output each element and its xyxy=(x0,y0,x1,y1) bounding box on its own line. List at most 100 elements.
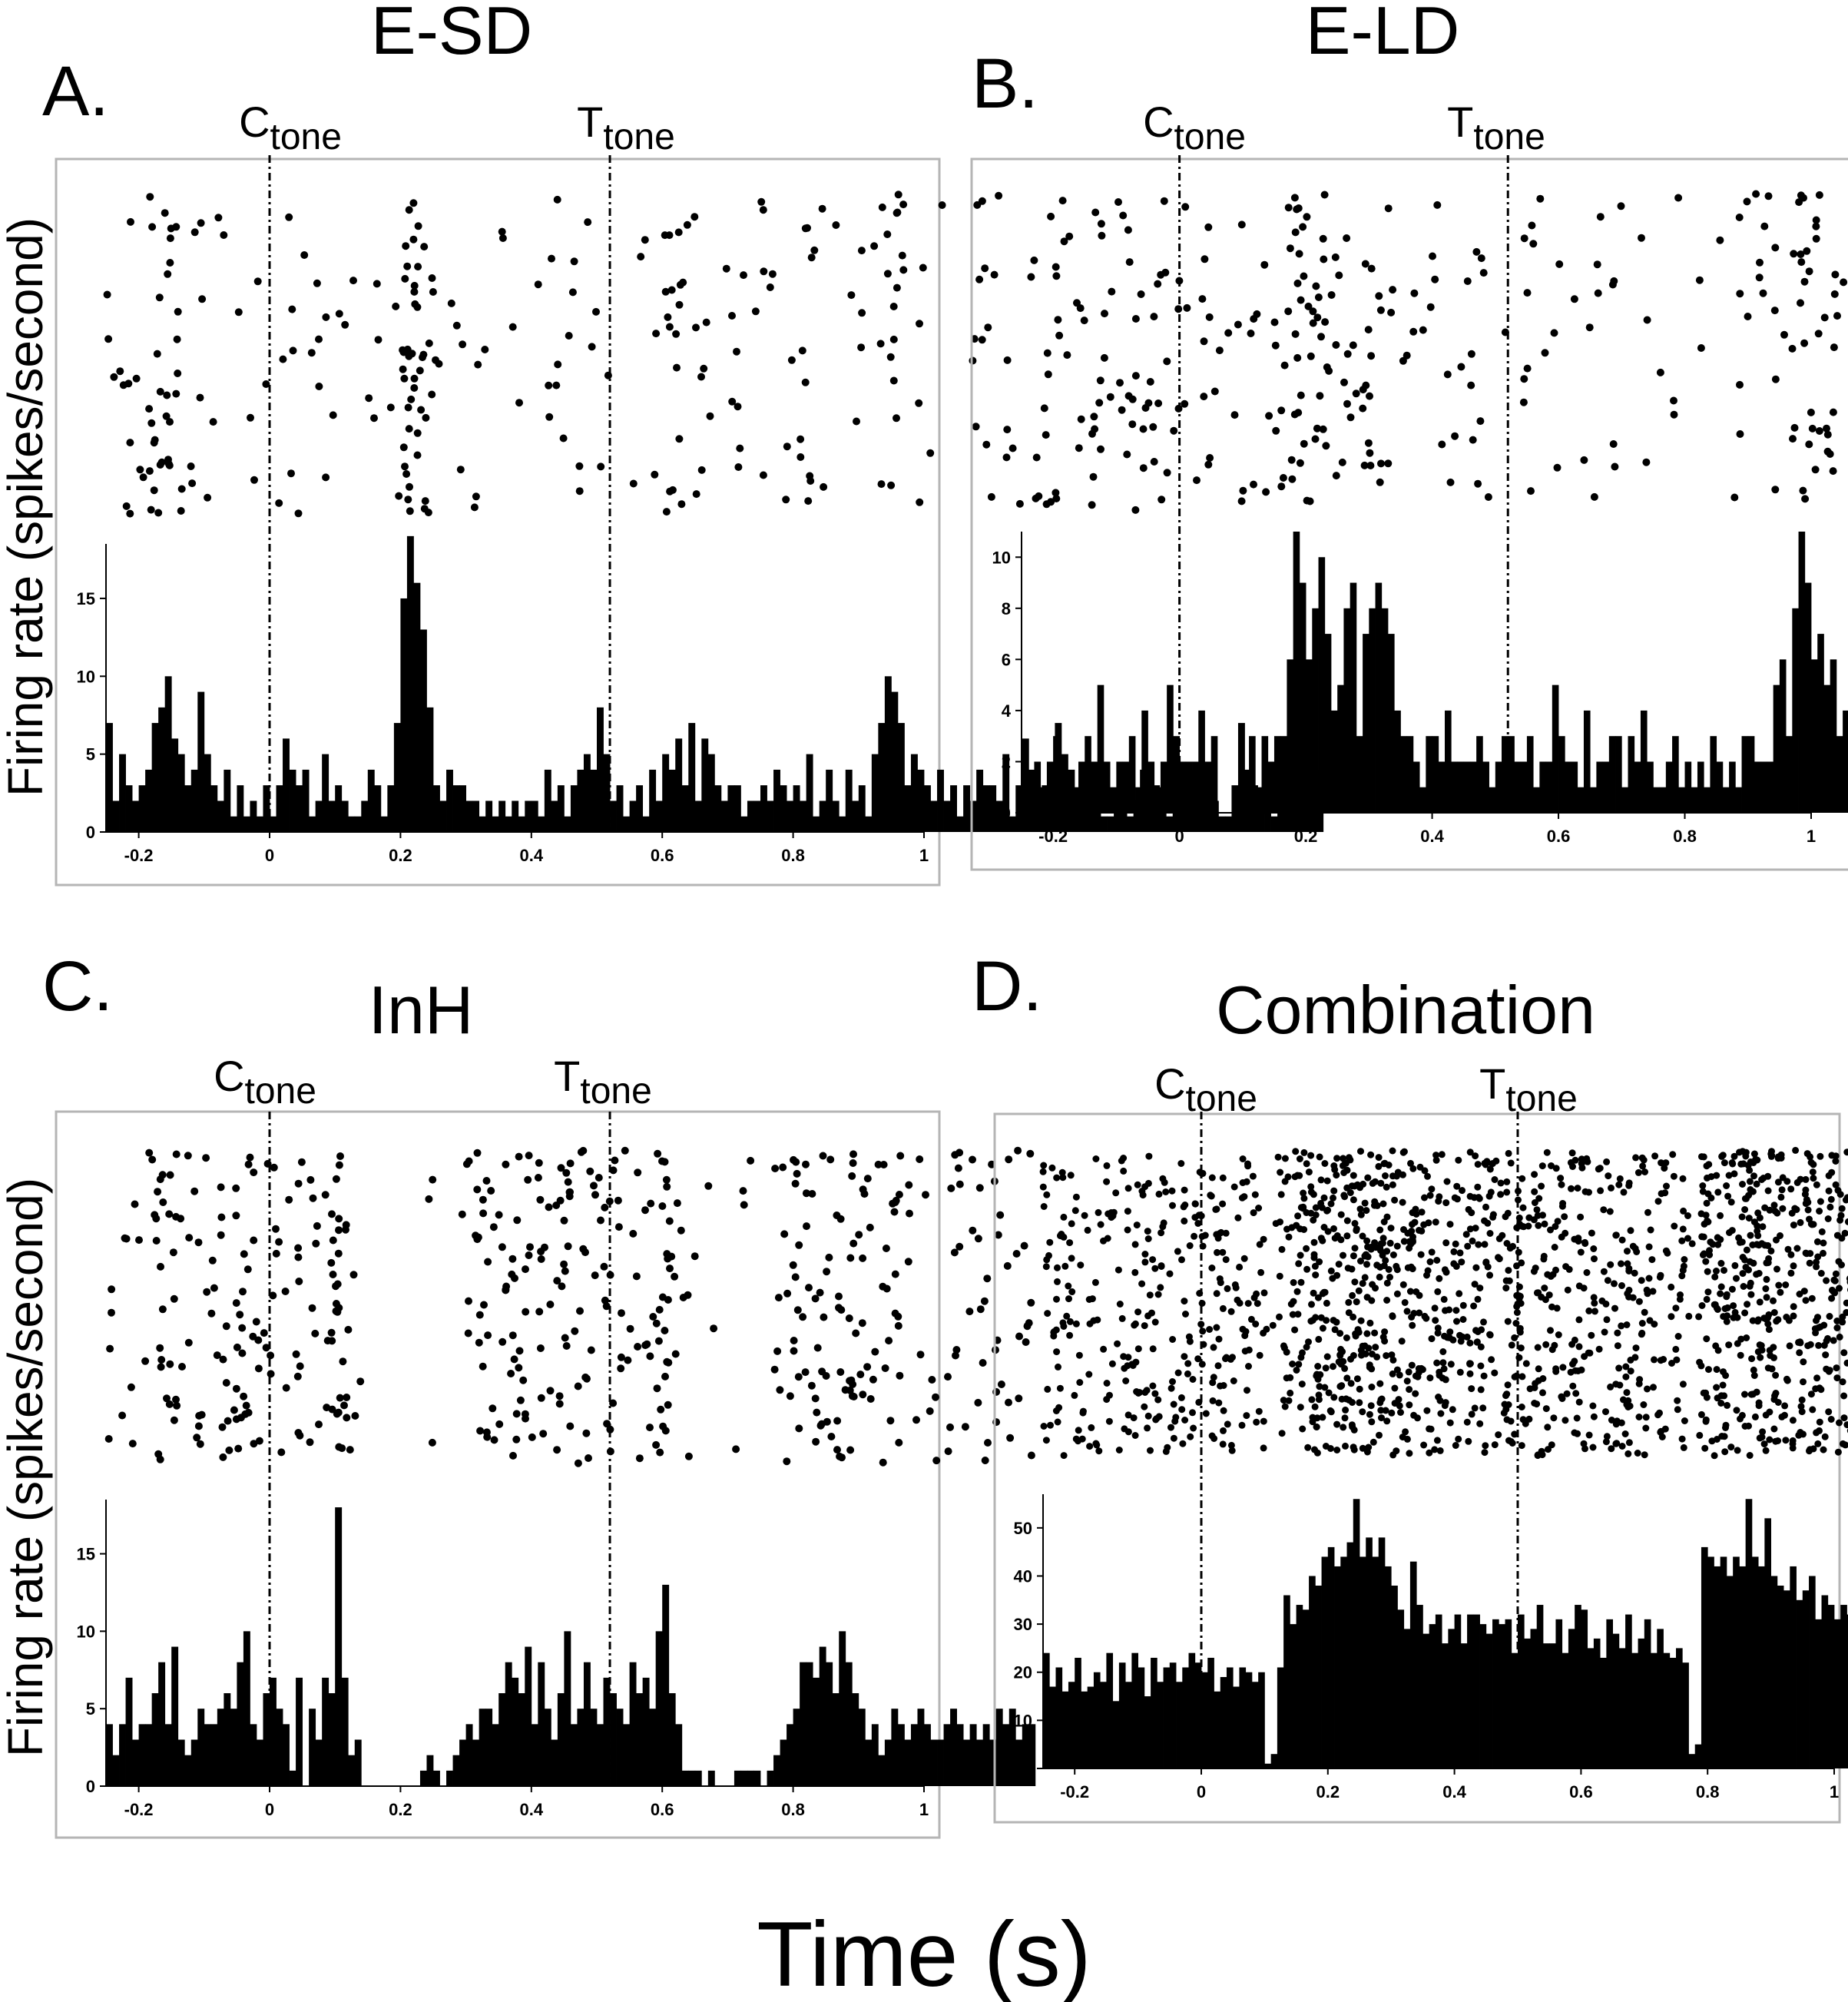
panel-b-bar xyxy=(1735,787,1742,813)
panel-a-spike xyxy=(736,444,744,452)
panel-d-spike xyxy=(1060,1452,1068,1460)
panel-a-spike xyxy=(163,391,171,399)
panel-d-spike xyxy=(1311,1262,1319,1270)
panel-b-spike xyxy=(1288,475,1297,483)
panel-a-spike xyxy=(916,320,923,328)
panel-c-spike xyxy=(327,1328,336,1337)
panel-d-spike xyxy=(1391,1196,1399,1204)
panel-a-spike xyxy=(926,449,935,457)
panel-d-spike xyxy=(1244,1387,1250,1394)
panel-b-bar xyxy=(1185,761,1193,813)
panel-d-spike xyxy=(1194,1220,1202,1227)
panel-c-spike xyxy=(808,1190,816,1198)
panel-a-spike xyxy=(1314,293,1323,301)
panel-c-spike xyxy=(234,1444,243,1453)
panel-b-spike xyxy=(1797,299,1804,307)
panel-c-spike xyxy=(555,1400,564,1408)
panel-c-spike xyxy=(269,1291,277,1300)
panel-d-spike xyxy=(1764,1172,1772,1180)
panel-d-spike xyxy=(1469,1237,1476,1245)
panel-a-spike xyxy=(410,287,419,296)
panel-d-spike xyxy=(1138,1188,1146,1195)
panel-d-spike xyxy=(1745,1215,1753,1222)
panel-a-bar xyxy=(989,785,997,832)
panel-a-spike xyxy=(883,230,892,238)
panel-c-title: InH xyxy=(369,972,474,1048)
panel-d-spike xyxy=(1343,1166,1351,1174)
panel-c-spike xyxy=(294,1253,303,1261)
panel-d-spike xyxy=(1219,1440,1227,1448)
panel-c-spike xyxy=(783,1289,792,1298)
panel-d-bar xyxy=(1302,1609,1310,1768)
panel-a-bar xyxy=(662,754,670,832)
panel-b-bar xyxy=(1608,736,1616,813)
panel-b-bar xyxy=(1356,736,1363,813)
panel-d-spike xyxy=(1840,1414,1848,1422)
panel-d-spike xyxy=(1313,1414,1321,1422)
panel-d-spike xyxy=(1177,1160,1185,1167)
panel-d-spike xyxy=(1330,1394,1338,1401)
panel-c-spike xyxy=(617,1353,625,1361)
panel-c-bar xyxy=(551,1739,558,1786)
panel-c-spike xyxy=(805,1284,813,1292)
panel-d-spike xyxy=(1366,1319,1374,1327)
panel-d-spike xyxy=(1412,1288,1420,1295)
panel-d-spike xyxy=(1396,1371,1403,1379)
panel-c-spike xyxy=(553,1277,561,1285)
panel-d-spike xyxy=(1378,1414,1385,1422)
panel-d-spike xyxy=(1169,1378,1176,1385)
panel-d-spike xyxy=(1826,1313,1833,1320)
panel-d-spike xyxy=(1578,1155,1585,1163)
panel-c-spike xyxy=(170,1294,178,1303)
panel-b-spike xyxy=(1670,410,1678,419)
panel-d-spike xyxy=(1777,1288,1784,1296)
panel-c-spike xyxy=(635,1454,644,1463)
panel-c-spike xyxy=(974,1235,982,1243)
panel-a-bar xyxy=(1074,800,1081,832)
panel-d-spike xyxy=(1640,1401,1648,1408)
panel-d-spike xyxy=(1081,1211,1088,1219)
panel-d-spike xyxy=(1827,1416,1835,1423)
panel-d-spike xyxy=(1792,1146,1800,1154)
panel-c-bar xyxy=(787,1724,793,1786)
panel-b-spike xyxy=(1366,392,1373,400)
panel-d-spike xyxy=(1323,1353,1331,1361)
panel-d-spike xyxy=(1826,1203,1834,1211)
panel-d-spike xyxy=(1346,1189,1354,1196)
panel-d-spike xyxy=(1466,1225,1474,1233)
panel-c-bar xyxy=(132,1739,139,1786)
panel-d-spike xyxy=(1657,1428,1664,1436)
panel-a-spike xyxy=(722,264,730,273)
panel-a-spike xyxy=(167,224,175,233)
panel-c-spike xyxy=(895,1191,903,1198)
panel-c-spike xyxy=(546,1301,555,1308)
panel-d-spike xyxy=(1075,1351,1083,1359)
panel-d-spike xyxy=(1654,1411,1662,1419)
panel-d-spike xyxy=(1343,1334,1350,1341)
panel-c-cue-c-sub: tone xyxy=(245,1071,316,1112)
panel-d-spike xyxy=(1743,1334,1750,1341)
panel-a-spike xyxy=(1058,197,1067,205)
panel-d-spike xyxy=(1838,1205,1846,1212)
panel-a-bar xyxy=(1133,800,1141,832)
panel-d-spike xyxy=(1789,1417,1797,1424)
panel-d-spike xyxy=(1066,1331,1074,1339)
panel-a-spike xyxy=(1183,303,1191,312)
panel-d-spike xyxy=(1426,1425,1433,1433)
panel-a-bar xyxy=(629,800,637,832)
panel-d-bar xyxy=(1397,1609,1405,1768)
panel-b-spike xyxy=(1807,408,1815,416)
panel-c-spike xyxy=(240,1392,248,1400)
panel-a-bar xyxy=(452,785,460,832)
panel-b-spike xyxy=(1596,213,1605,221)
panel-c-bar xyxy=(498,1693,506,1786)
panel-b-spike xyxy=(1163,469,1171,477)
panel-d-spike xyxy=(1585,1431,1593,1439)
panel-c-spike xyxy=(590,1182,598,1190)
panel-c-bar xyxy=(256,1739,263,1786)
panel-d-spike xyxy=(1072,1193,1080,1201)
panel-d-spike xyxy=(1180,1203,1187,1211)
panel-d-spike xyxy=(1227,1308,1235,1315)
panel-b-spike xyxy=(1360,461,1369,469)
panel-c-bar xyxy=(419,1770,427,1786)
